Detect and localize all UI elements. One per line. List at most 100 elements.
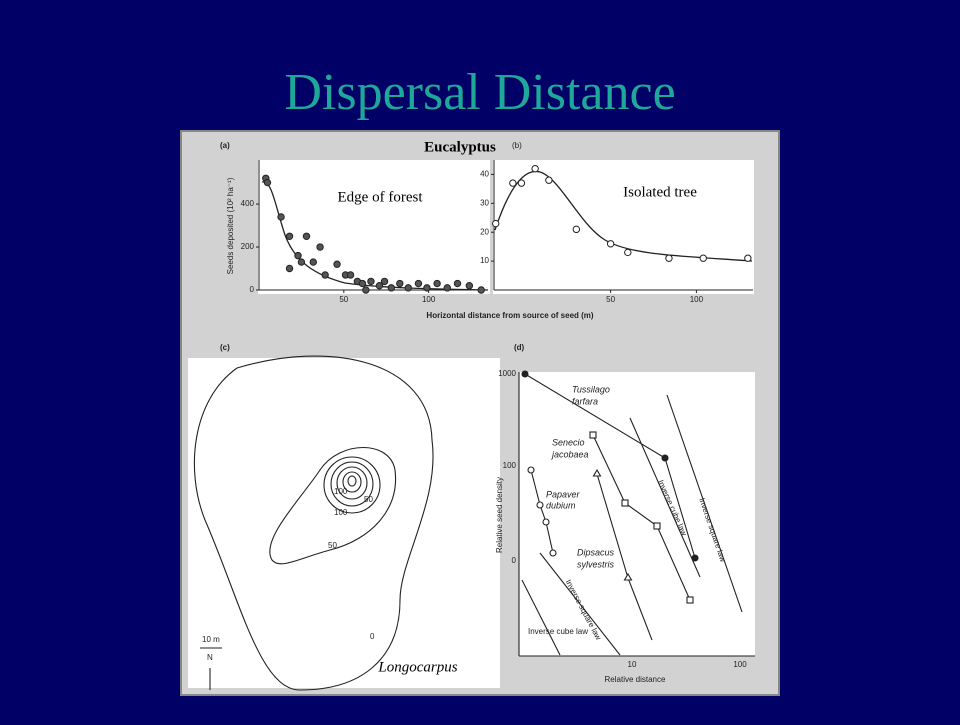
fit-curve xyxy=(261,181,489,291)
data-point xyxy=(346,271,355,279)
panel-label: (d) xyxy=(514,343,525,352)
y-tick-label: 400 xyxy=(241,199,255,208)
data-point xyxy=(375,282,384,290)
marker xyxy=(549,549,557,557)
y-axis-label: Seeds deposited (10² ha⁻¹) xyxy=(226,177,235,274)
panel-c xyxy=(193,355,434,691)
data-point xyxy=(387,284,396,292)
species-label: jacobaea xyxy=(551,449,589,459)
data-point xyxy=(531,164,539,173)
contour-label: 50 xyxy=(328,541,337,550)
contour xyxy=(342,471,362,493)
plot-a xyxy=(258,160,490,294)
data-point xyxy=(404,284,412,292)
x-axis-label: Horizontal distance from source of seed … xyxy=(426,311,593,320)
contour xyxy=(323,456,381,514)
y-tick-label: 200 xyxy=(241,242,255,251)
contour xyxy=(336,466,368,500)
marker xyxy=(521,370,529,378)
data-point xyxy=(362,286,370,294)
x-tick-label: 50 xyxy=(339,295,348,304)
data-point xyxy=(517,179,526,187)
y-axis-label: Relative seed density xyxy=(495,477,504,553)
data-point xyxy=(263,178,272,187)
contour-label: 100 xyxy=(334,487,348,496)
law-line xyxy=(629,417,701,578)
data-point xyxy=(545,176,553,184)
data-point xyxy=(321,271,329,279)
annotation: Edge of forest xyxy=(338,189,424,205)
data-point xyxy=(606,240,615,248)
data-point xyxy=(277,213,285,221)
species-label: sylvestris xyxy=(577,559,615,569)
x-tick-label: 10 xyxy=(628,660,637,669)
x-tick-label: 100 xyxy=(690,295,704,304)
data-point xyxy=(367,277,375,286)
x-tick-label: 100 xyxy=(422,295,436,304)
data-point xyxy=(316,243,324,251)
data-point xyxy=(396,279,404,288)
marker xyxy=(623,572,633,581)
marker xyxy=(691,554,699,562)
species-label: Eucalyptus xyxy=(424,139,496,155)
contour-label: 0 xyxy=(370,632,375,641)
data-point xyxy=(509,179,517,187)
species-label: Tussilago xyxy=(572,384,610,394)
data-point xyxy=(492,219,500,228)
data-point xyxy=(699,254,707,262)
species-label: Dipsacus xyxy=(577,547,615,557)
panel-label: (c) xyxy=(220,343,230,352)
y-tick-label: 30 xyxy=(480,198,489,207)
x-axis-label: Relative distance xyxy=(605,675,666,684)
y-tick-label: 100 xyxy=(503,461,517,470)
marker xyxy=(592,468,602,477)
data-point xyxy=(297,258,306,266)
law-line xyxy=(521,579,561,656)
slide-title: Dispersal Distance xyxy=(284,64,675,121)
species-label: Senecio xyxy=(552,437,585,447)
y-tick-label: 10 xyxy=(480,256,489,265)
data-point xyxy=(309,258,317,266)
data-point xyxy=(285,264,294,273)
x-tick-label: 100 xyxy=(733,660,747,669)
y-tick-label: 0 xyxy=(250,285,255,294)
plot-b xyxy=(493,160,754,294)
law-line xyxy=(539,552,621,656)
data-point xyxy=(453,279,462,288)
contour-label: 100 xyxy=(334,508,348,517)
data-point xyxy=(358,279,367,288)
species-label: Papaver xyxy=(546,489,581,499)
marker xyxy=(589,431,597,439)
data-point xyxy=(414,279,423,288)
marker xyxy=(686,596,694,604)
marker xyxy=(536,501,544,509)
plot-c xyxy=(188,358,500,688)
marker xyxy=(661,454,669,462)
data-point xyxy=(465,282,474,290)
series-line xyxy=(592,434,691,601)
species-label: Longocarpus xyxy=(377,659,457,675)
data-point xyxy=(665,254,673,262)
panel-a: (a) Edge of forest Seeds deposited (10² … xyxy=(220,141,489,304)
species-label: dubium xyxy=(546,500,576,510)
marker xyxy=(653,522,661,530)
data-point xyxy=(294,251,302,260)
marker xyxy=(542,518,550,526)
data-point xyxy=(423,284,431,292)
plot-d xyxy=(519,372,755,656)
contour-label: 50 xyxy=(364,495,373,504)
data-point xyxy=(744,254,752,262)
y-tick-label: 1000 xyxy=(498,369,516,378)
data-point xyxy=(572,225,581,234)
panel-b: (b) Isolated tree 10 20 30 40 50 100 xyxy=(480,141,753,304)
contour xyxy=(347,475,357,487)
x-tick-label: 50 xyxy=(606,295,615,304)
data-point xyxy=(302,232,311,240)
contour xyxy=(193,355,434,691)
marker xyxy=(621,499,629,507)
law-label: Inverse cube law xyxy=(528,627,588,636)
scale-label: 10 m xyxy=(202,635,220,644)
panel-label: (b) xyxy=(512,141,522,150)
